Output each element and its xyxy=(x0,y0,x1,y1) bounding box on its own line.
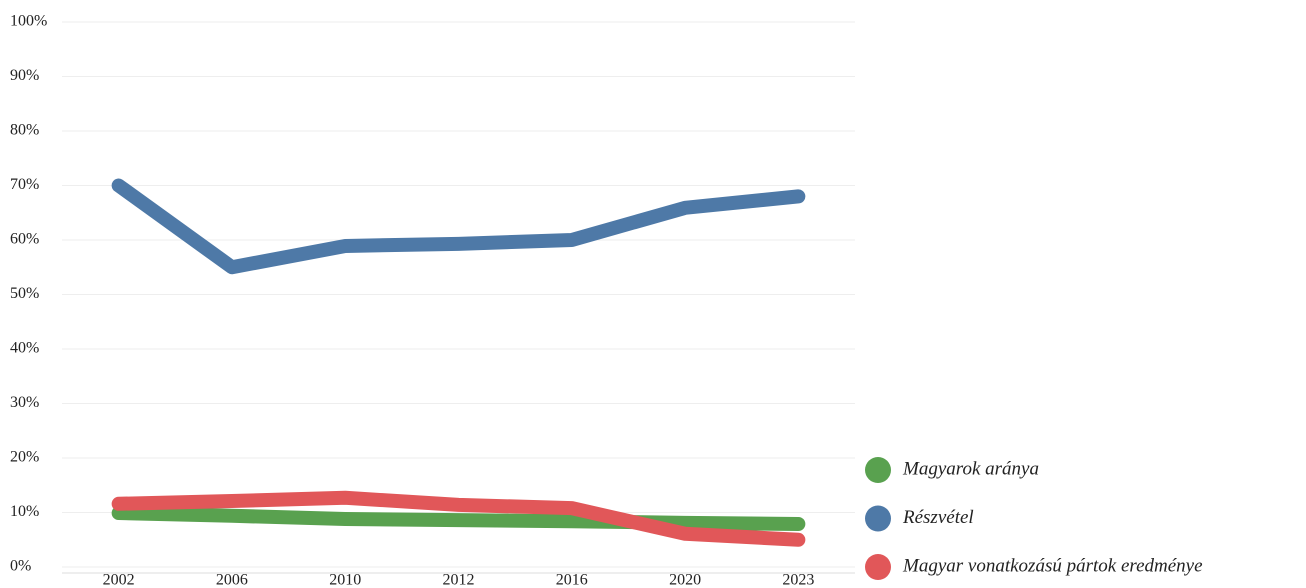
legend-label: Magyar vonatkozású pártok eredménye xyxy=(902,555,1203,576)
x-tick-label: 2023 xyxy=(782,572,814,588)
y-tick-label: 50% xyxy=(10,285,39,302)
legend-marker xyxy=(865,554,891,580)
legend-marker xyxy=(865,505,891,532)
legend-label: Részvétel xyxy=(902,507,974,528)
x-tick-label: 2002 xyxy=(103,572,135,588)
y-tick-label: 20% xyxy=(10,449,39,466)
y-tick-label: 90% xyxy=(10,67,39,84)
y-tick-label: 0% xyxy=(10,558,31,575)
x-tick-label: 2006 xyxy=(216,572,248,588)
x-tick-label: 2010 xyxy=(329,572,361,588)
y-tick-label: 80% xyxy=(10,122,39,139)
x-tick-label: 2020 xyxy=(669,572,701,588)
legend-marker xyxy=(865,457,891,483)
y-tick-label: 30% xyxy=(10,394,39,411)
line-series xyxy=(111,506,806,531)
y-tick-label: 10% xyxy=(10,503,39,520)
y-tick-label: 60% xyxy=(10,231,39,248)
x-tick-label: 2012 xyxy=(443,572,475,588)
x-tick-label: 2016 xyxy=(556,572,588,588)
legend-label: Magyarok aránya xyxy=(902,458,1039,479)
line-series xyxy=(111,490,806,547)
y-tick-label: 40% xyxy=(10,340,39,357)
y-tick-label: 100% xyxy=(10,13,47,30)
line-series xyxy=(111,178,806,275)
y-tick-label: 70% xyxy=(10,176,39,193)
